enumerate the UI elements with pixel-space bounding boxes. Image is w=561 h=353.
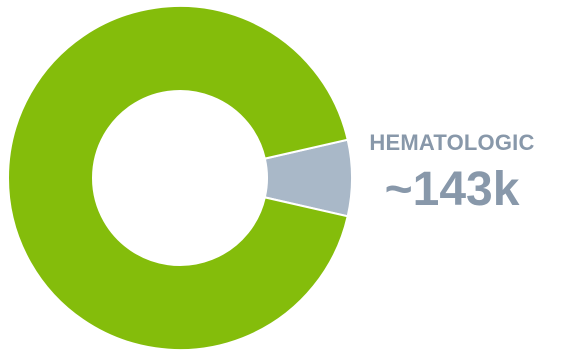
donut-slice-other <box>7 5 349 351</box>
hematologic-label: HEMATOLOGIC <box>369 130 535 155</box>
donut-slices <box>7 5 353 351</box>
hematologic-value: ~143k <box>384 163 520 216</box>
